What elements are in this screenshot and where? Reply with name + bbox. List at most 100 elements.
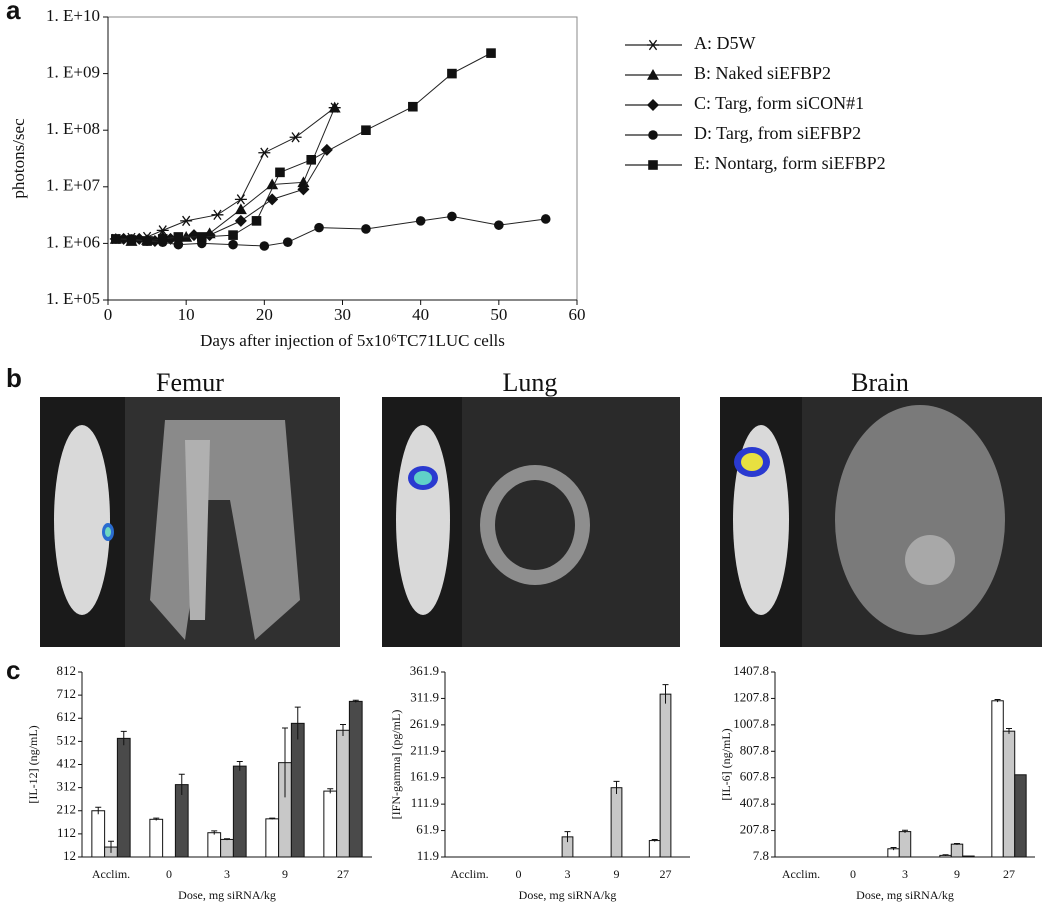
x-tick-label: 27 xyxy=(660,867,672,881)
bar xyxy=(174,784,189,858)
marker xyxy=(306,154,317,165)
error-bar xyxy=(352,699,359,703)
marker xyxy=(328,101,341,113)
y-tick-label: 312 xyxy=(57,779,77,794)
series-line xyxy=(115,52,492,242)
x-tick-label: 10 xyxy=(178,305,195,324)
legend-marker xyxy=(648,130,658,140)
bar xyxy=(659,693,672,858)
x-axis-label: Dose, mg siRNA/kg xyxy=(856,888,954,902)
marker xyxy=(234,203,247,215)
y-axis-label: [IL-6] (ng/mL) xyxy=(719,728,733,800)
error-bar xyxy=(282,727,288,798)
marker xyxy=(234,214,247,227)
x-tick-label: 0 xyxy=(516,867,522,881)
marker xyxy=(173,239,184,250)
x-tick-label: 9 xyxy=(954,867,960,881)
y-axis-label: [IFN-gamma] (pg/mL) xyxy=(389,710,403,820)
y-tick-label: 607.8 xyxy=(740,769,769,784)
error-bar xyxy=(340,723,346,737)
bar xyxy=(336,729,350,858)
legend-label: C: Targ, form siCON#1 xyxy=(694,93,864,113)
marker xyxy=(228,239,238,250)
x-tick-label: 3 xyxy=(902,867,908,881)
marker xyxy=(266,178,279,190)
x-tick-label: 60 xyxy=(569,305,586,324)
marker xyxy=(447,68,457,79)
y-tick-label: 207.8 xyxy=(740,822,769,837)
legend-label: A: D5W xyxy=(694,33,756,53)
legend-marker xyxy=(648,160,658,170)
y-tick-label: 807.8 xyxy=(740,742,769,757)
marker xyxy=(111,234,121,244)
marker xyxy=(266,193,279,206)
error-bar xyxy=(954,842,960,845)
error-bar xyxy=(662,684,669,704)
x-axis-label: Dose, mg siRNA/kg xyxy=(178,888,276,902)
marker xyxy=(148,235,161,248)
y-tick-label: 1. E+10 xyxy=(46,6,100,25)
error-bar xyxy=(651,839,658,842)
bar xyxy=(116,737,131,858)
y-tick-label: 61.9 xyxy=(416,822,439,837)
error-bar xyxy=(153,817,160,821)
y-tick-label: 712 xyxy=(57,686,77,701)
marker xyxy=(282,237,293,248)
image-title: Femur xyxy=(156,368,224,397)
error-bar xyxy=(942,854,949,857)
x-tick-label: 0 xyxy=(104,305,113,324)
legend-marker xyxy=(647,99,659,111)
marker xyxy=(275,167,285,178)
marker xyxy=(126,235,137,245)
marker xyxy=(173,232,184,242)
y-tick-label: 311.9 xyxy=(410,689,439,704)
y-tick-label: 1007.8 xyxy=(733,716,769,731)
legend-marker xyxy=(647,69,659,80)
image-brain xyxy=(720,397,1042,647)
marker xyxy=(408,101,418,112)
x-tick-label: 30 xyxy=(334,305,351,324)
error-bar xyxy=(1006,728,1012,734)
error-bar xyxy=(564,831,571,843)
y-tick-label: 161.9 xyxy=(410,769,439,784)
marker xyxy=(211,209,224,220)
y-tick-label: 1. E+09 xyxy=(46,63,100,82)
x-axis-label: Days after injection of 5x10⁶TC71LUC cel… xyxy=(200,331,505,350)
image-title: Lung xyxy=(503,368,558,397)
y-tick-label: 1407.8 xyxy=(733,663,769,678)
x-tick-label: 3 xyxy=(224,867,230,881)
error-bar xyxy=(120,730,127,746)
series-line xyxy=(115,107,335,240)
y-tick-label: 12 xyxy=(63,848,76,863)
marker xyxy=(297,183,310,196)
panel-label: a xyxy=(6,0,21,25)
y-axis-label: [IL-12] (ng/mL) xyxy=(26,725,40,803)
x-tick-label: 40 xyxy=(412,305,429,324)
x-tick-label: 3 xyxy=(565,867,571,881)
x-tick-label: 0 xyxy=(166,867,172,881)
y-tick-label: 7.8 xyxy=(753,848,769,863)
y-tick-label: 512 xyxy=(57,732,77,747)
error-bar xyxy=(178,773,185,796)
x-tick-label: 0 xyxy=(850,867,856,881)
marker xyxy=(289,132,302,143)
marker xyxy=(203,229,216,242)
marker xyxy=(157,234,168,244)
marker xyxy=(234,194,247,205)
marker xyxy=(142,236,152,246)
bar xyxy=(265,818,280,858)
bar xyxy=(991,700,1004,858)
marker xyxy=(540,214,551,224)
bar xyxy=(610,787,623,858)
error-bar xyxy=(108,840,114,853)
marker xyxy=(133,232,146,245)
x-axis-label: Dose, mg siRNA/kg xyxy=(519,888,617,902)
legend-label: E: Nontarg, form siEFBP2 xyxy=(694,153,886,173)
bar xyxy=(207,832,222,858)
bar xyxy=(962,855,975,858)
legend-label: B: Naked siEFBP2 xyxy=(694,63,831,83)
y-tick-label: 261.9 xyxy=(410,716,439,731)
marker xyxy=(197,232,207,242)
marker xyxy=(164,232,177,245)
bar xyxy=(290,722,305,858)
